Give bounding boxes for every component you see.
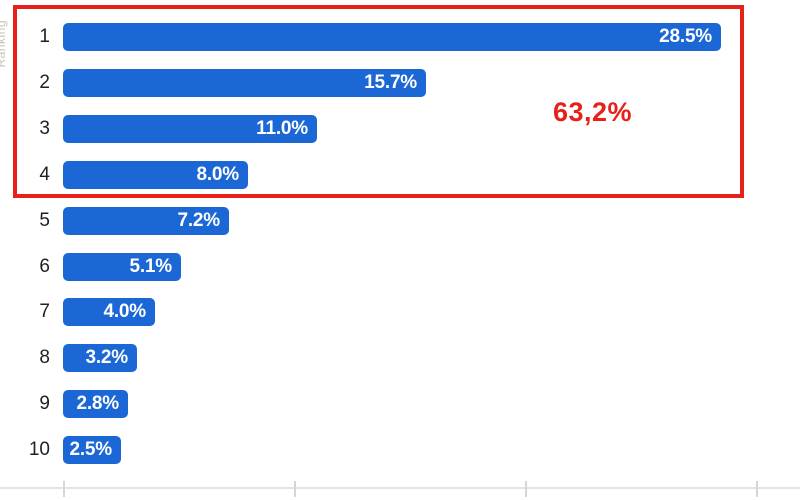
bar-value-label: 11.0% — [256, 118, 308, 139]
bar-value-label: 4.0% — [103, 301, 146, 322]
chart-row: 7 4.0% — [0, 298, 800, 326]
bar: 3.2% — [63, 344, 137, 372]
x-axis-line — [0, 487, 800, 489]
bar: 7.2% — [63, 207, 229, 235]
x-axis-tick — [525, 481, 527, 497]
bar: 15.7% — [63, 69, 426, 97]
bar: 11.0% — [63, 115, 317, 143]
bar-value-label: 15.7% — [364, 72, 417, 93]
bar: 28.5% — [63, 23, 721, 51]
chart-row: 9 2.8% — [0, 390, 800, 418]
bar: 4.0% — [63, 298, 155, 326]
row-label: 10 — [28, 439, 50, 460]
bar-value-label: 5.1% — [129, 256, 172, 277]
chart-row: 4 8.0% — [0, 161, 800, 189]
bar-value-label: 2.8% — [76, 393, 119, 414]
bar-value-label: 28.5% — [659, 26, 712, 47]
x-axis-tick — [294, 481, 296, 497]
bar: 8.0% — [63, 161, 248, 189]
chart-row: 6 5.1% — [0, 253, 800, 281]
row-label: 6 — [39, 256, 50, 277]
bar: 2.5% — [63, 436, 121, 464]
row-label: 2 — [39, 72, 50, 93]
row-label: 8 — [39, 347, 50, 368]
row-label: 5 — [39, 210, 50, 231]
chart-row: 2 15.7% — [0, 69, 800, 97]
bar: 5.1% — [63, 253, 181, 281]
bar-value-label: 8.0% — [196, 164, 239, 185]
bar-value-label: 3.2% — [85, 347, 128, 368]
row-label: 4 — [39, 164, 50, 185]
sum-annotation: 63,2% — [553, 97, 633, 127]
row-label: 3 — [39, 118, 50, 139]
bar-value-label: 7.2% — [177, 210, 220, 231]
x-axis-tick — [63, 481, 65, 497]
bar: 2.8% — [63, 390, 128, 418]
row-label: 9 — [39, 393, 50, 414]
row-label: 7 — [39, 301, 50, 322]
bar-value-label: 2.5% — [69, 439, 112, 460]
row-label: 1 — [39, 26, 50, 47]
chart-row: 10 2.5% — [0, 436, 800, 464]
chart-row: 3 11.0% — [0, 115, 800, 143]
chart-row: 1 28.5% — [0, 23, 800, 51]
chart-row: 5 7.2% — [0, 207, 800, 235]
x-axis-tick — [756, 481, 758, 497]
chart-row: 8 3.2% — [0, 344, 800, 372]
